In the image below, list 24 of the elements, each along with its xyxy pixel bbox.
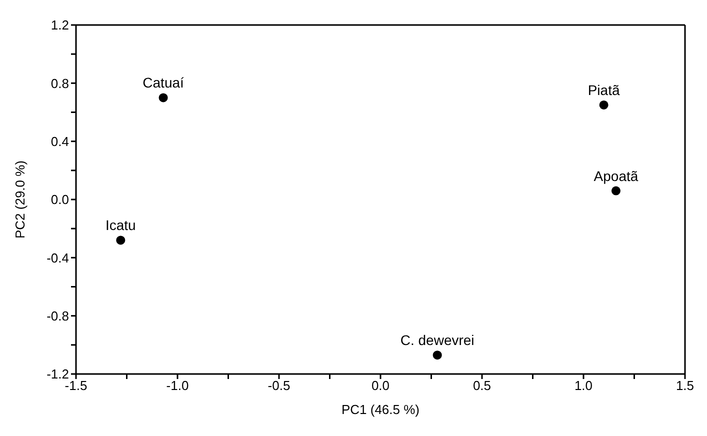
x-tick-label: -1.0: [166, 378, 189, 394]
annotation: Icatu: [105, 217, 136, 234]
y-tick-label: -0.4: [46, 250, 69, 266]
annotation: Catuaí: [142, 74, 184, 91]
y-tick-label: -0.8: [46, 308, 69, 324]
point: [116, 236, 126, 245]
x-tick-label: 0.5: [472, 378, 492, 394]
x-tick-label: 1.0: [574, 378, 593, 394]
y-axis-title: PC2 (29.0 %): [12, 160, 28, 239]
x-tick-label: 0.0: [371, 378, 390, 394]
point: [599, 100, 608, 110]
y-tick-label: 0.8: [50, 76, 69, 91]
x-tick-label: 1.5: [676, 378, 694, 394]
annotation: Apoatã: [594, 168, 638, 184]
point: [432, 350, 442, 360]
y-tick-label: 0.0: [50, 192, 69, 208]
point: [611, 186, 620, 196]
y-tick-label: 1.2: [50, 18, 69, 33]
annotation: Piatã: [588, 82, 620, 98]
x-tick-label: -0.5: [268, 378, 290, 394]
x-axis-title: PC1 (46.5 %): [341, 402, 420, 417]
y-tick-label: 0.4: [50, 134, 69, 149]
point: [158, 93, 168, 102]
annotation: C. dewevrei: [400, 332, 474, 348]
